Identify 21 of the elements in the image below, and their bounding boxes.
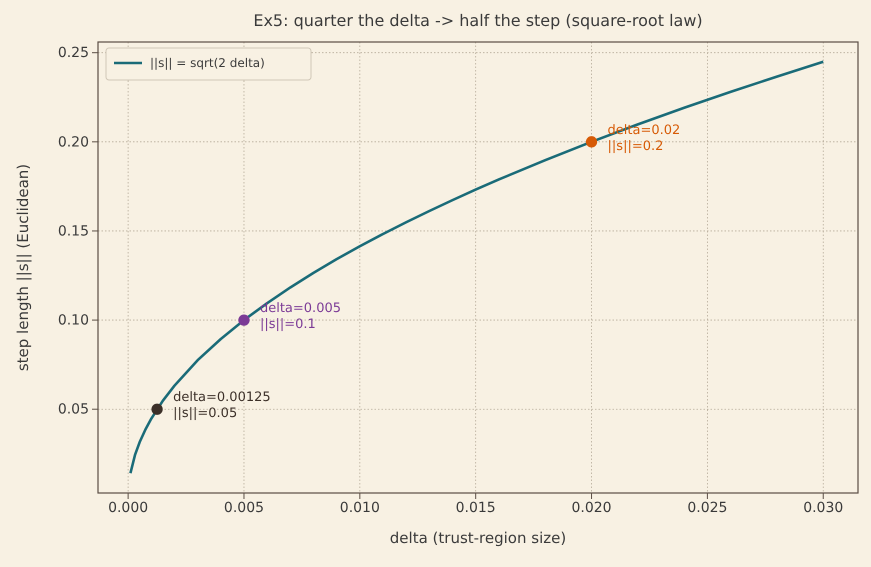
x-tick-label: 0.005 [224,500,264,516]
x-tick-label: 0.000 [108,500,148,516]
chart-title: Ex5: quarter the delta -> half the step (square-root law) [253,11,703,30]
x-tick-label: 0.010 [340,500,380,516]
y-tick-label: 0.15 [58,223,89,240]
point [238,314,250,326]
x-tick-label: 0.015 [456,500,496,516]
point [586,136,598,148]
x-tick-label: 0.025 [687,500,728,516]
x-tick-label: 0.030 [803,500,844,516]
y-tick-label: 0.25 [58,45,89,62]
annotation: delta=0.00125 ||s||=0.05 [173,390,271,422]
x-tick-label: 0.020 [571,500,612,516]
y-tick-label: 0.10 [58,312,89,329]
y-axis-title: step length ||s|| (Euclidean) [14,164,32,372]
y-tick-label: 0.20 [58,134,89,150]
legend-label: ||s|| = sqrt(2 delta) [150,56,265,70]
annotation: delta=0.005 ||s||=0.1 [260,301,342,332]
y-tick-label: 0.05 [58,402,89,418]
x-axis-title: delta (trust-region size) [390,529,566,547]
point [151,404,163,415]
